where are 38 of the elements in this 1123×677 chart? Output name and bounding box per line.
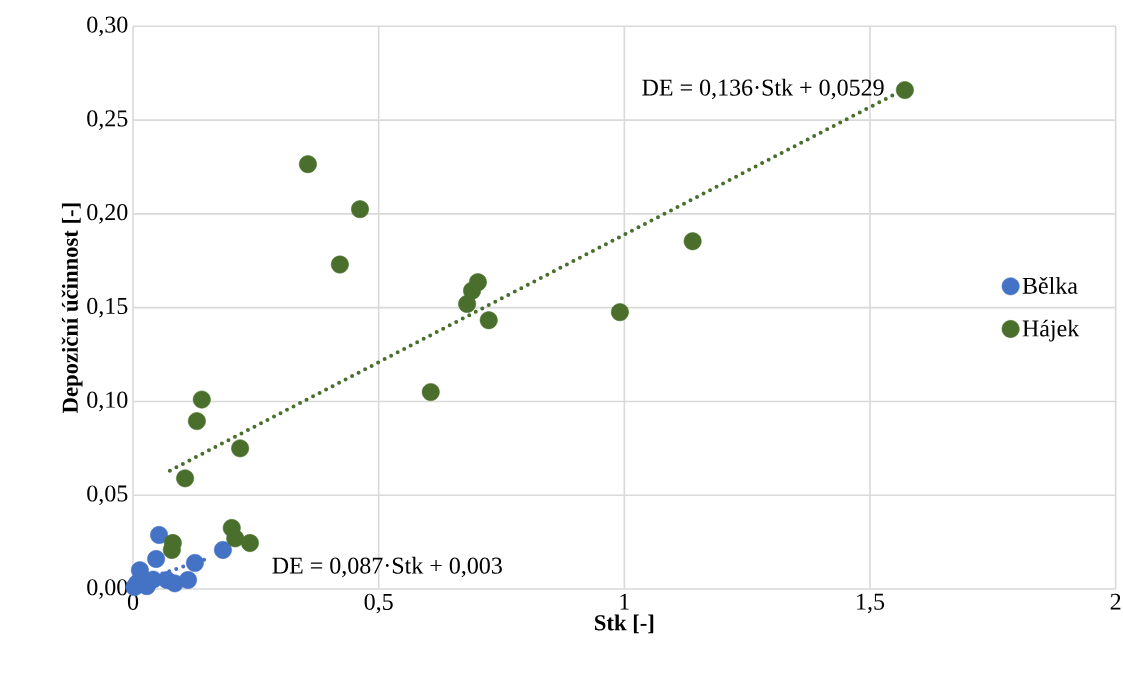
annotation: DE = 0,087·Stk + 0,003 (272, 556, 502, 578)
legend-label: Hájek (1022, 319, 1080, 342)
point (213, 541, 232, 559)
point (187, 412, 206, 431)
point (231, 439, 250, 458)
legend-label: Bělka (1022, 276, 1078, 294)
annotation: DE = 0,136·Stk + 0,0529 (642, 78, 884, 100)
y-tick-label: 0,15 (87, 297, 128, 318)
point (241, 534, 259, 552)
x-tick-label: 1,5 (857, 593, 885, 614)
x-axis-title: Stk [-] (595, 614, 654, 634)
point (895, 81, 914, 100)
point (458, 294, 477, 313)
y-tick-label: 0,05 (87, 485, 128, 506)
point (298, 155, 317, 174)
point (479, 311, 498, 330)
y-tick-label: 0,30 (87, 16, 128, 37)
point (610, 303, 629, 322)
y-tick-label: 0,10 (87, 391, 128, 412)
x-tick-label: 2 (1110, 593, 1121, 610)
point (330, 255, 349, 274)
x-tick-label: 0,5 (364, 593, 393, 614)
y-tick-label: 0,00 (87, 579, 128, 599)
point (147, 550, 166, 568)
y-axis-title: Depoziční účinnost [-] (61, 203, 83, 414)
point (179, 571, 197, 589)
x-tick-label: 1 (620, 593, 629, 610)
point (176, 469, 195, 488)
point (144, 570, 163, 589)
point (683, 232, 702, 251)
point (351, 200, 369, 219)
y-tick-label: 0,25 (87, 110, 128, 130)
point (185, 553, 204, 572)
point (192, 390, 211, 409)
point (226, 529, 245, 548)
point (421, 383, 440, 401)
y-tick-label: 0,20 (87, 204, 128, 224)
point (150, 526, 168, 544)
